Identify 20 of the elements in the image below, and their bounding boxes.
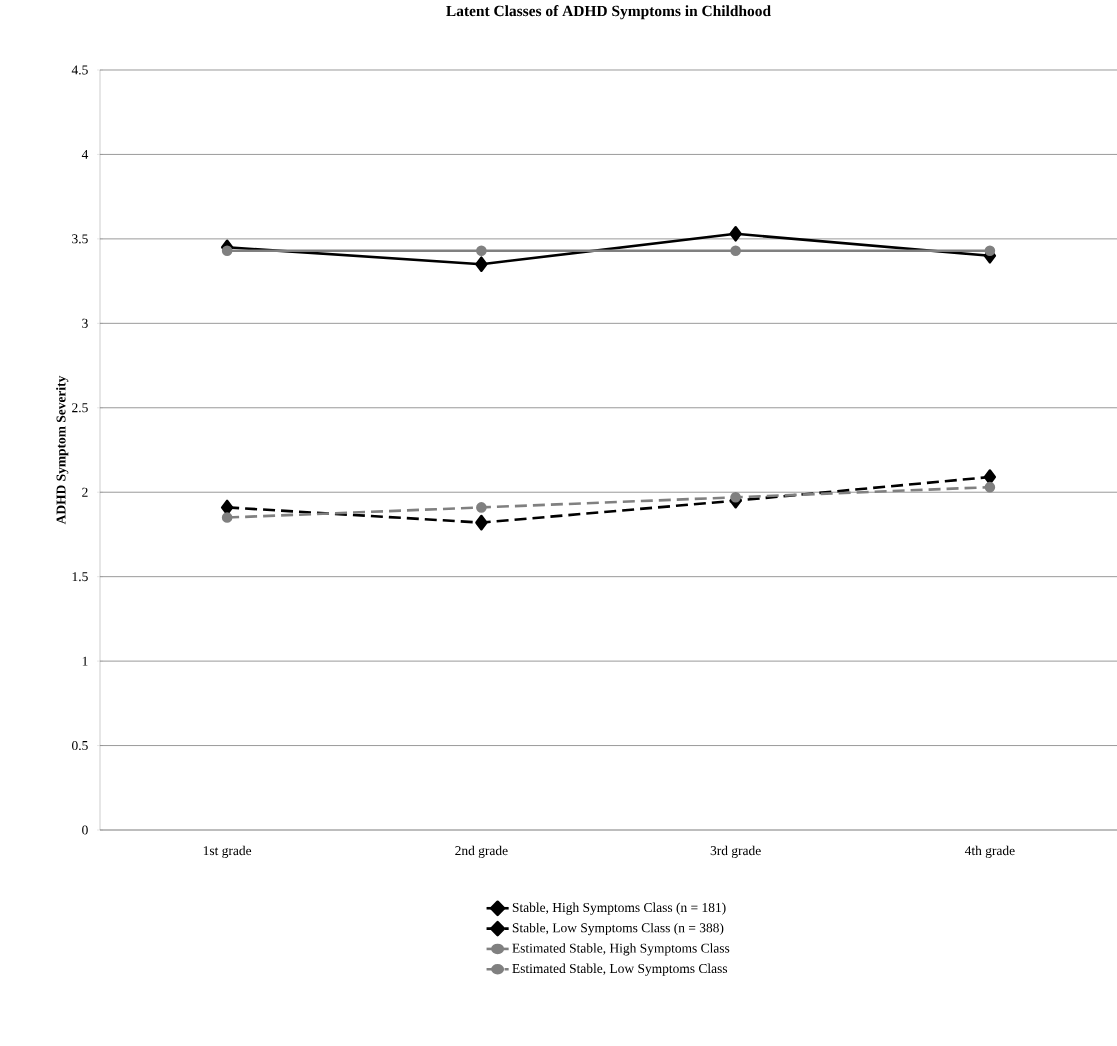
y-tick-label: 4.5 [71,65,88,75]
legend-label: Stable, High Symptoms Class (n = 181) [512,902,726,915]
x-tick-label: 1st grade [203,845,252,858]
legend-label: Stable, Low Symptoms Class (n = 388) [512,922,724,936]
y-tick-label: 4 [81,150,89,159]
x-tick-label: 2nd grade [455,845,508,858]
y-axis-title: ADHD Symptom Severity [56,375,69,525]
legend-label: Estimated Stable, High Symptoms Class [512,943,730,956]
y-tick-label: 3.5 [72,234,88,244]
legend-label: Estimated Stable, Low Symptoms Class [512,963,728,976]
y-tick-label: 0 [82,825,88,835]
y-tick-label: 1.5 [72,572,88,582]
y-tick-label: 2.5 [72,403,88,413]
y-tick-label: 3 [82,318,88,328]
x-tick-label: 4th grade [964,845,1015,858]
chart-title: Latent Classes of ADHD Symptoms in Childhood [446,5,771,20]
x-tick-label: 3rd grade [710,845,761,858]
y-tick-label: 0.5 [72,740,88,751]
y-tick-label: 1 [82,656,88,666]
y-tick-label: 2 [82,487,88,497]
